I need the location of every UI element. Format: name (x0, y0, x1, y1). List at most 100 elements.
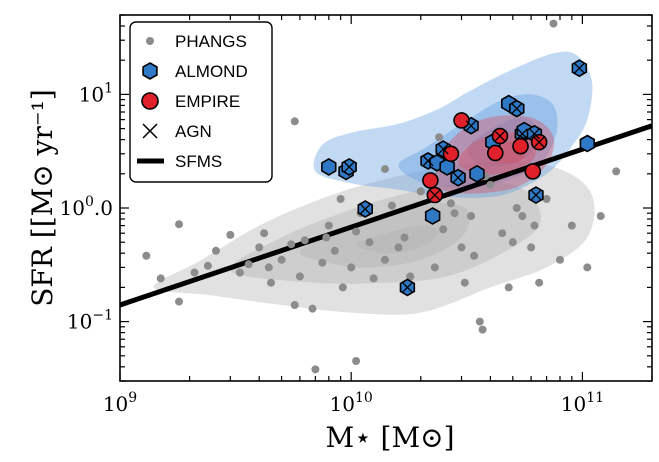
phangs-point (142, 251, 151, 260)
almond-point (321, 157, 337, 176)
legend-marker-empire (141, 92, 159, 110)
phangs-point (416, 187, 425, 196)
phangs-point (255, 243, 264, 252)
phangs-point (527, 243, 536, 252)
phangs-point (542, 195, 551, 204)
almond-contour-0 (313, 51, 593, 198)
phangs-point (518, 212, 527, 221)
phangs-point (512, 204, 521, 213)
phangs-point (235, 268, 244, 277)
phangs-point (338, 283, 347, 292)
phangs-point (567, 221, 576, 230)
phangs-point (555, 255, 564, 264)
agn-marker (530, 189, 542, 201)
phangs-point (277, 255, 286, 264)
phangs-point (457, 243, 466, 252)
phangs-point (290, 117, 299, 126)
phangs-point (439, 225, 448, 234)
phangs-point (406, 272, 415, 281)
phangs-point (400, 233, 409, 242)
phangs-point (311, 365, 320, 374)
agn-marker (401, 281, 413, 293)
empire-point (512, 137, 529, 155)
legend: PHANGS ALMOND EMPIRE AGN SFMS (129, 21, 273, 183)
phangs-point (365, 238, 374, 247)
phangs-point (244, 260, 253, 269)
legend-box (129, 21, 273, 183)
phangs-point (508, 238, 517, 247)
phangs-point (290, 301, 299, 310)
axis-ticks (119, 14, 653, 382)
phangs-point (203, 261, 212, 270)
legend-label-agn: AGN (175, 122, 212, 141)
phangs-point (352, 356, 361, 365)
phangs-point (478, 325, 487, 334)
legend-label-phangs: PHANGS (175, 32, 247, 51)
phangs-point (226, 230, 235, 239)
phangs-point (300, 236, 309, 245)
legend-label-almond: ALMOND (175, 62, 248, 81)
phangs-point (583, 263, 592, 272)
plot-frame (119, 14, 653, 382)
agn-marker (511, 103, 523, 115)
phangs-point (347, 263, 356, 272)
agn-marker (359, 203, 371, 215)
empire-point (524, 163, 542, 180)
agn-marker (343, 161, 355, 173)
almond-point (439, 157, 455, 176)
agn-marker (494, 130, 506, 142)
agn-marker (573, 62, 585, 74)
phangs-point (435, 133, 444, 142)
phangs-point (267, 278, 276, 287)
phangs-point (612, 167, 621, 176)
phangs-point (260, 229, 269, 238)
phangs-point (324, 221, 333, 230)
phangs-point (530, 221, 539, 230)
almond-point (579, 134, 596, 153)
almond-point (424, 207, 441, 225)
agn-marker (422, 155, 434, 167)
phangs-point (498, 229, 507, 238)
phangs-point (596, 212, 605, 221)
phangs-point (467, 212, 476, 221)
legend-marker-almond (142, 62, 158, 80)
phangs-points (142, 19, 621, 374)
phangs-point (450, 209, 459, 218)
agn-marker (528, 128, 540, 140)
agn-marker (516, 128, 528, 140)
phangs-point (460, 278, 469, 287)
phangs-point (380, 165, 389, 174)
x-axis-label: M⋆ [M⊙] (325, 421, 454, 454)
phangs-point (156, 274, 165, 283)
phangs-point (549, 19, 558, 28)
y-axis-label: SFR [[M⊙ yr⁻¹] (26, 89, 59, 307)
phangs-point (475, 317, 484, 326)
phangs-point (287, 240, 296, 249)
y-tick-label: 100.0 (60, 194, 113, 220)
phangs-point (190, 268, 199, 277)
agn-marker (465, 120, 477, 132)
sfms-layer (120, 123, 652, 308)
phangs-point (330, 246, 339, 255)
phangs-contour-1 (229, 181, 541, 284)
phangs-point (211, 246, 220, 255)
agn-marker (533, 136, 545, 148)
phangs-point (504, 283, 513, 292)
phangs-point (380, 255, 389, 264)
almond-point (469, 164, 485, 183)
phangs-point (352, 227, 361, 236)
empire-point (422, 172, 439, 189)
phangs-point (470, 251, 479, 260)
phangs-point (430, 263, 439, 272)
phangs-contour-0 (153, 160, 595, 315)
phangs-point (394, 243, 403, 252)
agn-markers (343, 62, 585, 293)
phangs-point (535, 278, 544, 287)
phangs-point (369, 274, 378, 283)
empire-point (442, 145, 460, 163)
legend-label-empire: EMPIRE (175, 92, 240, 111)
empire-point (453, 112, 470, 129)
phangs-point (175, 220, 184, 229)
